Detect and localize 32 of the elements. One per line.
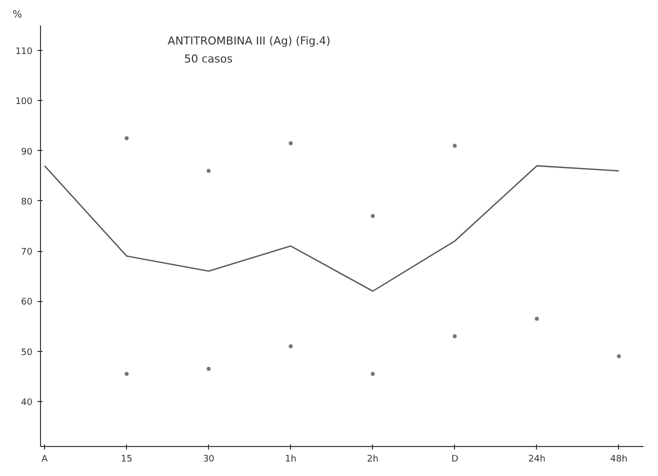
- point: [452, 334, 457, 338]
- point: [534, 316, 539, 321]
- x-tick-label: A: [42, 454, 49, 464]
- y-axis-title: %: [12, 10, 22, 20]
- point: [206, 366, 211, 371]
- point: [616, 354, 621, 358]
- y-tick-label: 60: [21, 298, 33, 308]
- point: [288, 344, 293, 348]
- x-tick-label: D: [451, 454, 458, 464]
- x-tick-label: 30: [202, 454, 215, 464]
- x-tick-label: 15: [120, 454, 132, 464]
- y-tick-label: 70: [21, 248, 33, 258]
- point: [288, 141, 293, 146]
- point: [370, 372, 375, 376]
- y-tick-label: 110: [15, 47, 33, 58]
- x-tick-label: 48h: [610, 454, 628, 464]
- x-tick-label: 24h: [528, 454, 546, 464]
- y-tick-label: 100: [15, 97, 33, 108]
- point: [206, 168, 211, 173]
- y-tick-label: 80: [21, 197, 33, 208]
- y-tick-label: 40: [21, 398, 33, 408]
- y-tick-label: 90: [21, 147, 33, 158]
- y-tick-label: 50: [21, 348, 33, 358]
- point: [370, 214, 375, 218]
- x-tick-label: 2h: [367, 454, 378, 464]
- line-series: [44, 165, 620, 292]
- point: [452, 144, 457, 148]
- x-tick-label: 1h: [285, 454, 296, 464]
- text: ANTITROMBINA III (Ag) (Fig.4): [168, 34, 330, 48]
- point: [124, 136, 129, 140]
- point: [124, 372, 129, 376]
- text: 50 casos: [184, 52, 233, 66]
